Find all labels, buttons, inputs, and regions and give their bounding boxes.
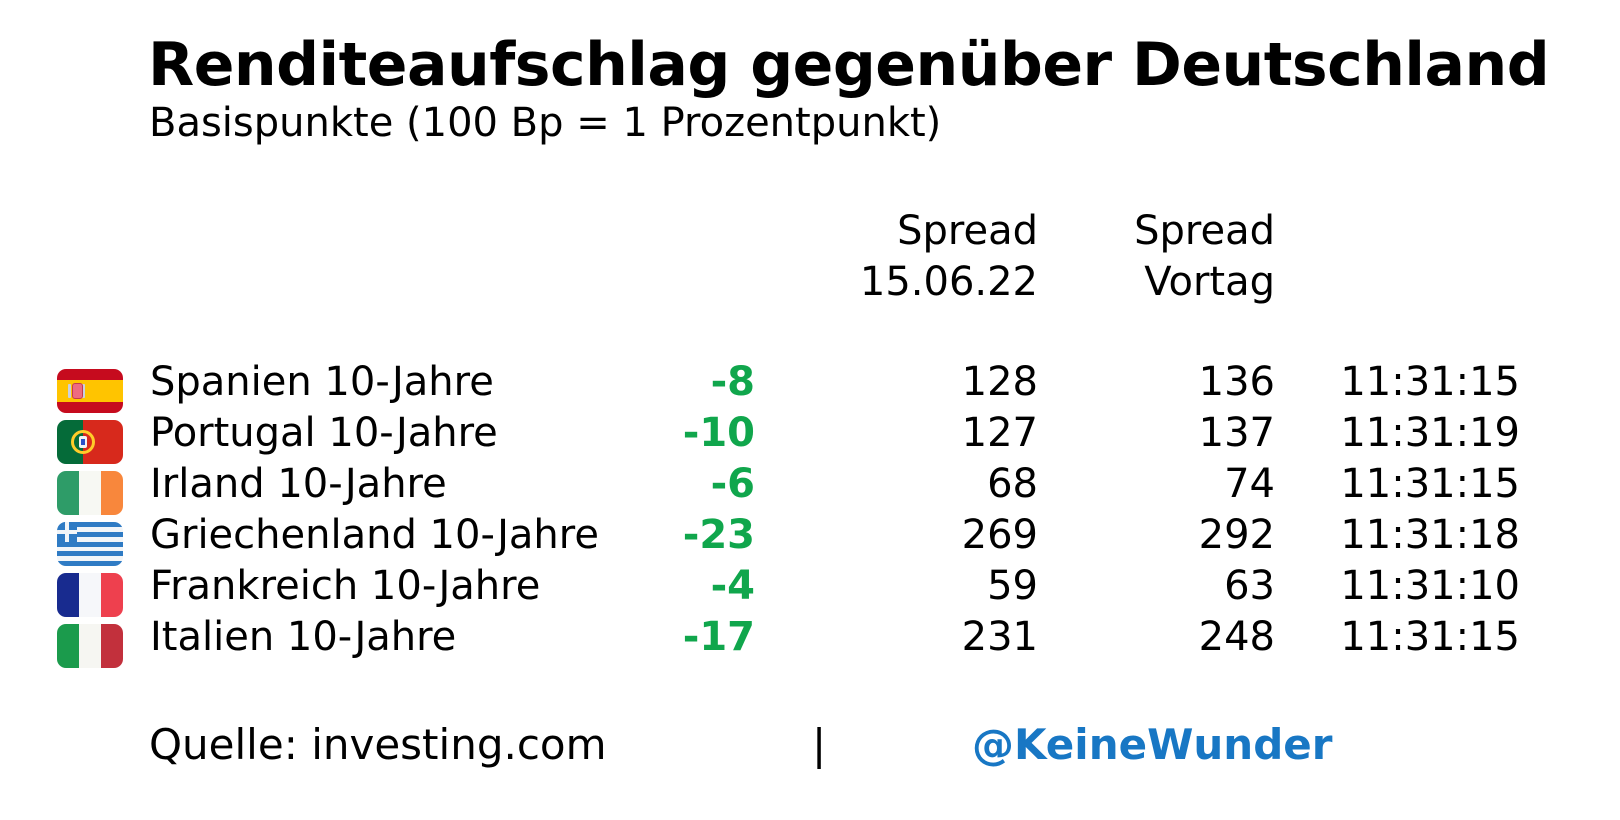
table-row: Irland 10-Jahre -6 68 74 11:31:15: [0, 459, 1620, 515]
flag-emblem: [71, 430, 95, 454]
country-label: Frankreich 10-Jahre: [150, 563, 541, 609]
flag-fr-icon: [57, 573, 123, 617]
spread-today-value: 59: [987, 563, 1038, 609]
spread-previous-value: 136: [1198, 359, 1275, 405]
timestamp-value: 11:31:15: [1340, 614, 1520, 660]
column-header-line2: 15.06.22: [859, 259, 1038, 305]
change-value: -23: [682, 512, 755, 558]
change-value: -6: [710, 461, 755, 507]
spread-today-value: 231: [961, 614, 1038, 660]
flag-pt-icon: [57, 420, 123, 464]
table-row: Spanien 10-Jahre -8 128 136 11:31:15: [0, 357, 1620, 413]
country-label: Portugal 10-Jahre: [150, 410, 498, 456]
spread-previous-value: 63: [1224, 563, 1275, 609]
flag-emblem: [57, 522, 77, 542]
change-value: -8: [710, 359, 755, 405]
flag-it-icon: [57, 624, 123, 668]
timestamp-value: 11:31:19: [1340, 410, 1520, 456]
flag-es-icon: [57, 369, 123, 413]
change-value: -17: [682, 614, 755, 660]
table-rows: Spanien 10-Jahre -8 128 136 11:31:15 Por…: [0, 357, 1620, 668]
timestamp-value: 11:31:18: [1340, 512, 1520, 558]
page-subtitle: Basispunkte (100 Bp = 1 Prozentpunkt): [149, 100, 942, 146]
country-label: Spanien 10-Jahre: [150, 359, 494, 405]
table-row: Italien 10-Jahre -17 231 248 11:31:15: [0, 612, 1620, 668]
timestamp-value: 11:31:15: [1340, 461, 1520, 507]
spread-today-value: 127: [961, 410, 1038, 456]
spread-previous-value: 74: [1224, 461, 1275, 507]
page-title: Renditeaufschlag gegenüber Deutschland: [148, 30, 1550, 100]
change-value: -4: [710, 563, 755, 609]
flag-gr-icon: [57, 522, 123, 566]
spread-today-value: 68: [987, 461, 1038, 507]
spread-previous-value: 248: [1198, 614, 1275, 660]
spread-previous-value: 137: [1198, 410, 1275, 456]
table-row: Frankreich 10-Jahre -4 59 63 11:31:10: [0, 561, 1620, 617]
timestamp-value: 11:31:15: [1340, 359, 1520, 405]
source-label: Quelle: investing.com: [149, 720, 607, 769]
footer-separator: |: [812, 720, 827, 769]
column-header-spread-previous: Spread Vortag: [1035, 206, 1275, 308]
timestamp-value: 11:31:10: [1340, 563, 1520, 609]
flag-emblem: [68, 383, 86, 399]
column-header-line2: Vortag: [1144, 259, 1275, 305]
flag-ie-icon: [57, 471, 123, 515]
column-header-line1: Spread: [1134, 208, 1275, 254]
country-label: Italien 10-Jahre: [150, 614, 457, 660]
country-label: Griechenland 10-Jahre: [150, 512, 599, 558]
change-value: -10: [682, 410, 755, 456]
table-row: Griechenland 10-Jahre -23 269 292 11:31:…: [0, 510, 1620, 566]
column-header-spread-today: Spread 15.06.22: [788, 206, 1038, 308]
spread-today-value: 128: [961, 359, 1038, 405]
twitter-handle-link[interactable]: @KeineWunder: [972, 720, 1333, 769]
table-row: Portugal 10-Jahre -10 127 137 11:31:19: [0, 408, 1620, 464]
column-header-line1: Spread: [897, 208, 1038, 254]
spread-today-value: 269: [961, 512, 1038, 558]
country-label: Irland 10-Jahre: [150, 461, 447, 507]
spread-previous-value: 292: [1198, 512, 1275, 558]
